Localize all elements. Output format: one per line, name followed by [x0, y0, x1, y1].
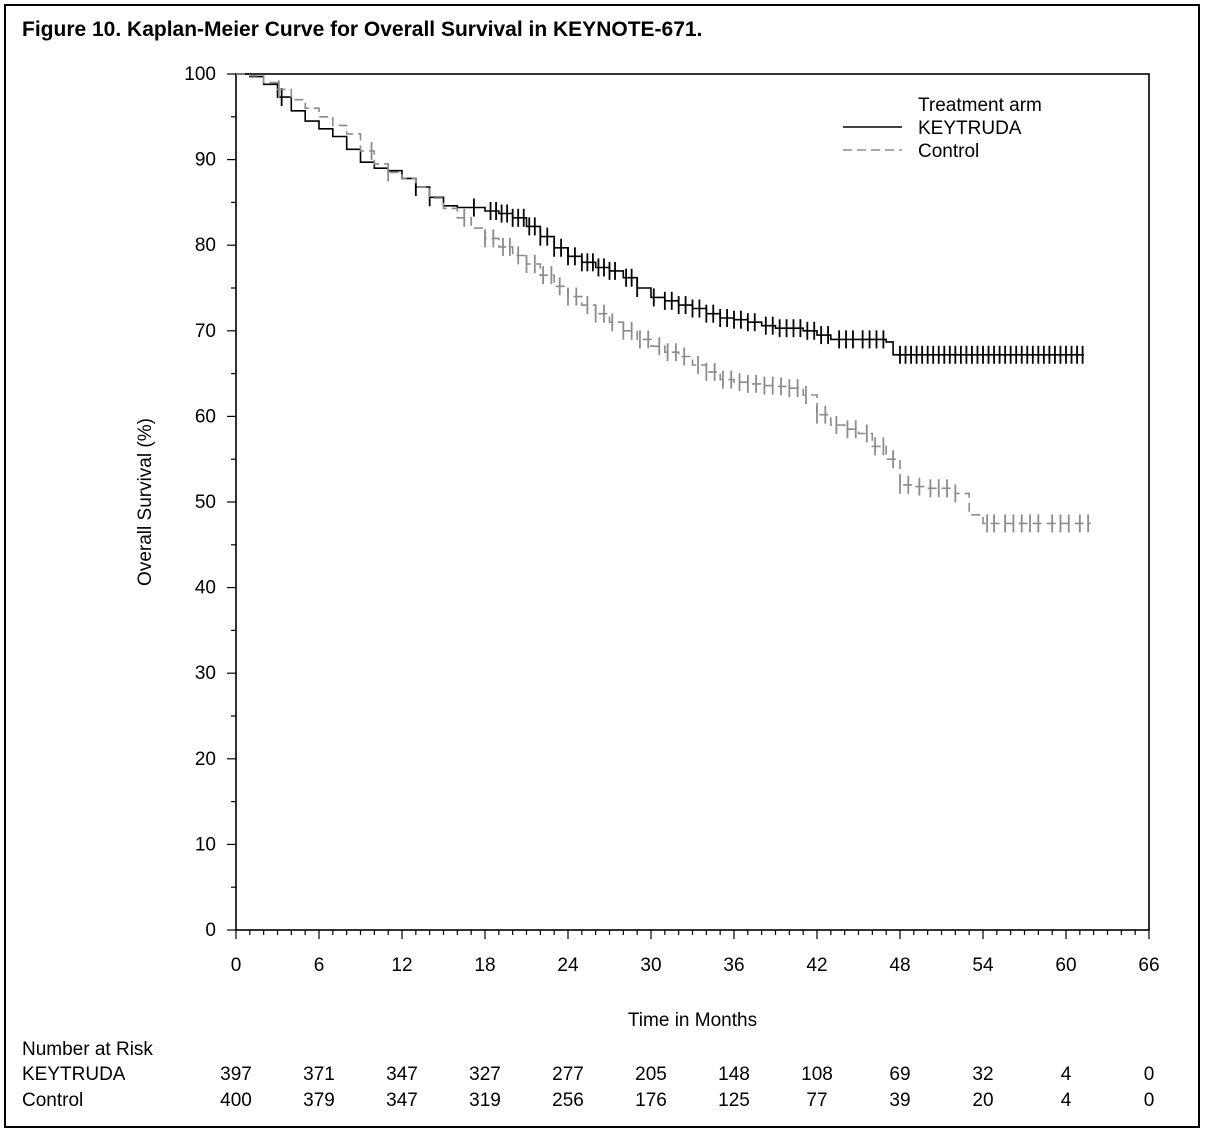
y-tick-label: 70	[195, 321, 216, 342]
risk-count: 108	[801, 1064, 833, 1085]
risk-count: 205	[635, 1064, 667, 1085]
figure-frame	[4, 4, 1200, 1128]
risk-row-keytruda: KEYTRUDA 397 371 347 327 277 205 148 108 69 32 4 0	[0, 1064, 1206, 1088]
series-line-keytruda	[236, 73, 1084, 356]
x-axis-label: Time in Months	[628, 1010, 757, 1031]
risk-count: 371	[303, 1064, 335, 1085]
risk-count: 4	[1060, 1090, 1072, 1111]
risk-count: 379	[303, 1090, 335, 1111]
x-tick-label: 30	[640, 955, 661, 976]
figure-title: Figure 10. Kaplan-Meier Curve for Overal…	[22, 18, 703, 41]
risk-count: 77	[806, 1090, 828, 1111]
x-tick-label: 18	[474, 955, 495, 976]
x-tick-label: 12	[391, 955, 412, 976]
risk-row-label: KEYTRUDA	[22, 1064, 126, 1085]
series-layer	[236, 73, 1091, 533]
risk-count: 0	[1143, 1064, 1155, 1085]
risk-count: 347	[386, 1090, 418, 1111]
risk-count: 69	[889, 1064, 911, 1085]
risk-count: 176	[635, 1090, 667, 1111]
risk-count: 327	[469, 1064, 501, 1085]
x-tick-label: 48	[889, 955, 910, 976]
risk-count: 4	[1060, 1064, 1072, 1085]
x-tick-label: 54	[972, 955, 994, 976]
risk-count: 400	[220, 1090, 252, 1111]
risk-count: 319	[469, 1090, 501, 1111]
y-tick-label: 100	[184, 64, 216, 85]
plot-frame	[235, 73, 1150, 931]
risk-count: 347	[386, 1064, 418, 1085]
legend-title: Treatment arm	[918, 95, 1042, 116]
y-tick-label: 50	[195, 492, 216, 513]
y-tick-label: 20	[195, 749, 216, 770]
risk-table-title: Number at Risk	[22, 1039, 153, 1060]
x-tick-label: 60	[1055, 955, 1076, 976]
risk-row-label: Control	[22, 1090, 84, 1111]
y-tick-label: 10	[195, 834, 216, 855]
y-tick-label: 60	[195, 406, 216, 427]
risk-count: 125	[718, 1090, 750, 1111]
x-tick-label: 6	[314, 955, 325, 976]
y-tick-label: 40	[195, 578, 216, 599]
series-line-control	[236, 73, 1091, 525]
risk-row-control: Control 400 379 347 319 256 176 125 77 39 20 4 0	[0, 1090, 1206, 1114]
x-tick-label: 0	[231, 955, 242, 976]
legend-label-control: Control	[918, 141, 979, 162]
y-tick-label: 80	[195, 235, 216, 256]
x-tick-label: 42	[806, 955, 827, 976]
risk-count: 20	[972, 1090, 994, 1111]
risk-count: 32	[972, 1064, 994, 1085]
y-axis-label: Overall Survival (%)	[135, 418, 156, 586]
risk-count: 397	[220, 1064, 252, 1085]
y-tick-label: 90	[195, 150, 216, 171]
x-tick-label: 36	[723, 955, 744, 976]
x-tick-label: 24	[557, 955, 579, 976]
x-tick-label: 66	[1138, 955, 1159, 976]
legend-label-keytruda: KEYTRUDA	[918, 118, 1022, 139]
axes: 0 6 12 18 24 30 36 42 48 54 60 66 0 10 20 30 40 50 60 70 80 9…	[135, 64, 1160, 1031]
risk-count: 148	[718, 1064, 750, 1085]
risk-count: 39	[889, 1090, 911, 1111]
y-tick-label: 0	[205, 920, 216, 941]
risk-count: 256	[552, 1090, 584, 1111]
risk-count: 277	[552, 1064, 584, 1085]
risk-count: 0	[1143, 1090, 1155, 1111]
y-tick-label: 30	[195, 663, 216, 684]
